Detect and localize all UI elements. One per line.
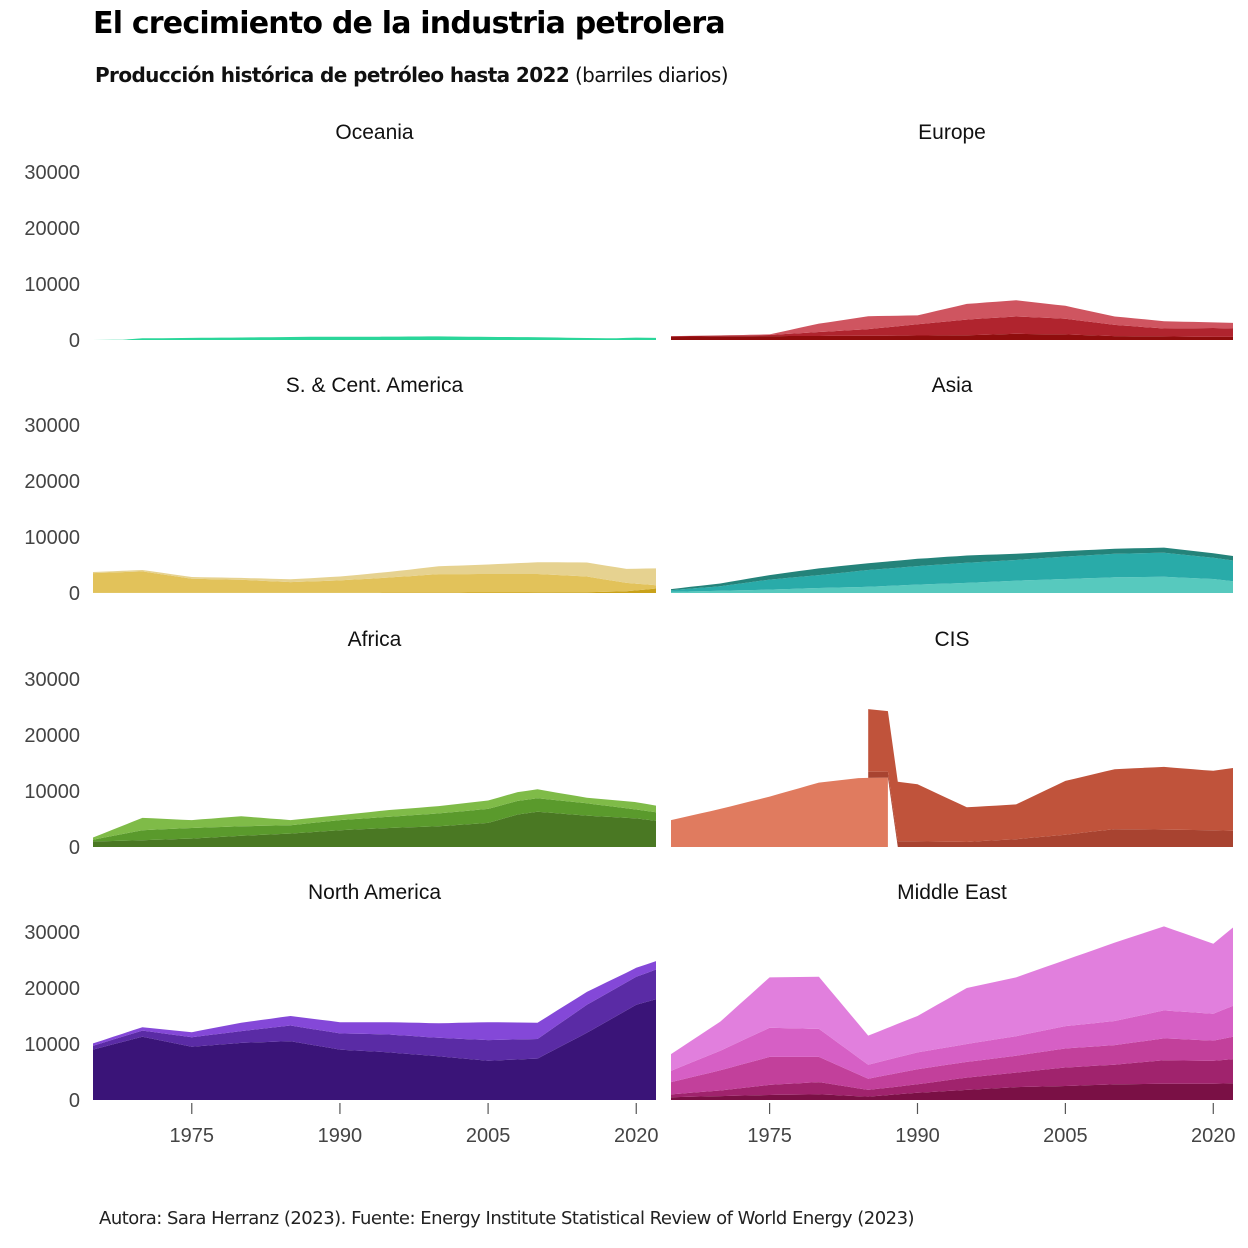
area-series-1 xyxy=(93,999,656,1100)
x-tick-label: 2005 xyxy=(1043,1125,1088,1147)
area-series-3 xyxy=(93,789,656,840)
x-tick-label: 1975 xyxy=(170,1125,215,1147)
panel-title: North America xyxy=(308,881,441,904)
y-tick-label: 30000 xyxy=(24,415,80,437)
area-series-1 xyxy=(93,811,656,847)
subtitle-units: (barriles diarios) xyxy=(569,63,729,87)
area-series-2 xyxy=(93,969,656,1061)
y-tick-label: 0 xyxy=(69,330,80,352)
y-tick-label: 20000 xyxy=(24,978,80,1000)
y-tick-label: 10000 xyxy=(24,527,80,549)
panel-s-cent-america: S. & Cent. America 0 10000 20000 30000 xyxy=(24,374,656,605)
area-series-2 xyxy=(868,771,1233,847)
y-tick-label: 30000 xyxy=(24,669,80,691)
area-series-3 xyxy=(671,300,1233,337)
x-tick-label: 1990 xyxy=(895,1125,940,1147)
chart-subtitle: Producción histórica de petróleo hasta 2… xyxy=(95,63,729,87)
area-series-2 xyxy=(671,1059,1233,1098)
area-series-4 xyxy=(671,1005,1233,1083)
area-series-1 xyxy=(671,777,888,847)
area-series-3 xyxy=(93,961,656,1046)
x-tick-label: 2005 xyxy=(466,1125,511,1147)
area-series-2 xyxy=(93,571,656,593)
area-series-1 xyxy=(671,576,1233,593)
area-series-1 xyxy=(671,333,1233,340)
x-tick-label: 2020 xyxy=(1191,1125,1236,1147)
panel-north-america: North America 0 10000 20000 30000 1975 1990 200… xyxy=(24,881,658,1147)
panel-title: Oceania xyxy=(335,121,414,144)
subtitle-bold: Producción histórica de petróleo hasta 2… xyxy=(95,63,570,87)
panel-europe: Europe xyxy=(671,121,1233,340)
panel-title: Africa xyxy=(348,628,402,651)
y-tick-label: 10000 xyxy=(24,781,80,803)
area-series-2 xyxy=(671,316,1233,337)
y-tick-label: 0 xyxy=(69,837,80,859)
y-tick-label: 20000 xyxy=(24,725,80,747)
x-tick-label: 1990 xyxy=(318,1125,363,1147)
x-tick-label: 2020 xyxy=(614,1125,659,1147)
y-tick-label: 30000 xyxy=(24,162,80,184)
y-tick-label: 20000 xyxy=(24,218,80,240)
y-tick-label: 0 xyxy=(69,583,80,605)
area-series-1 xyxy=(671,1083,1233,1100)
y-tick-label: 10000 xyxy=(24,274,80,296)
panel-title: S. & Cent. America xyxy=(286,374,464,397)
area-series-1 xyxy=(93,336,656,340)
panel-cis: CIS xyxy=(671,628,1233,847)
panel-title: Asia xyxy=(932,374,973,397)
panel-title: CIS xyxy=(934,628,969,651)
chart-caption: Autora: Sara Herranz (2023). Fuente: Ene… xyxy=(99,1208,915,1229)
area-series-3 xyxy=(671,547,1233,591)
panel-asia: Asia xyxy=(671,374,1233,593)
area-series-5 xyxy=(671,926,1233,1071)
y-tick-label: 20000 xyxy=(24,471,80,493)
area-series-3 xyxy=(671,1036,1233,1095)
area-series-2 xyxy=(671,552,1233,592)
panel-oceania: Oceania 0 10000 20000 30000 xyxy=(24,121,656,352)
y-tick-label: 30000 xyxy=(24,922,80,944)
area-series-3 xyxy=(93,562,656,586)
panel-title: Middle East xyxy=(897,881,1007,904)
y-tick-label: 10000 xyxy=(24,1034,80,1056)
panel-africa: Africa 0 10000 20000 30000 xyxy=(24,628,656,859)
x-tick-label: 1975 xyxy=(747,1125,792,1147)
panel-middle-east: Middle East 1975 1990 2005 2020 xyxy=(671,881,1236,1147)
area-series-2 xyxy=(93,798,656,842)
y-tick-label: 0 xyxy=(69,1090,80,1112)
area-series-3 xyxy=(868,709,1233,842)
panel-title: Europe xyxy=(918,121,986,144)
chart-title: El crecimiento de la industria petrolera xyxy=(93,6,726,41)
area-series-1 xyxy=(93,588,656,593)
